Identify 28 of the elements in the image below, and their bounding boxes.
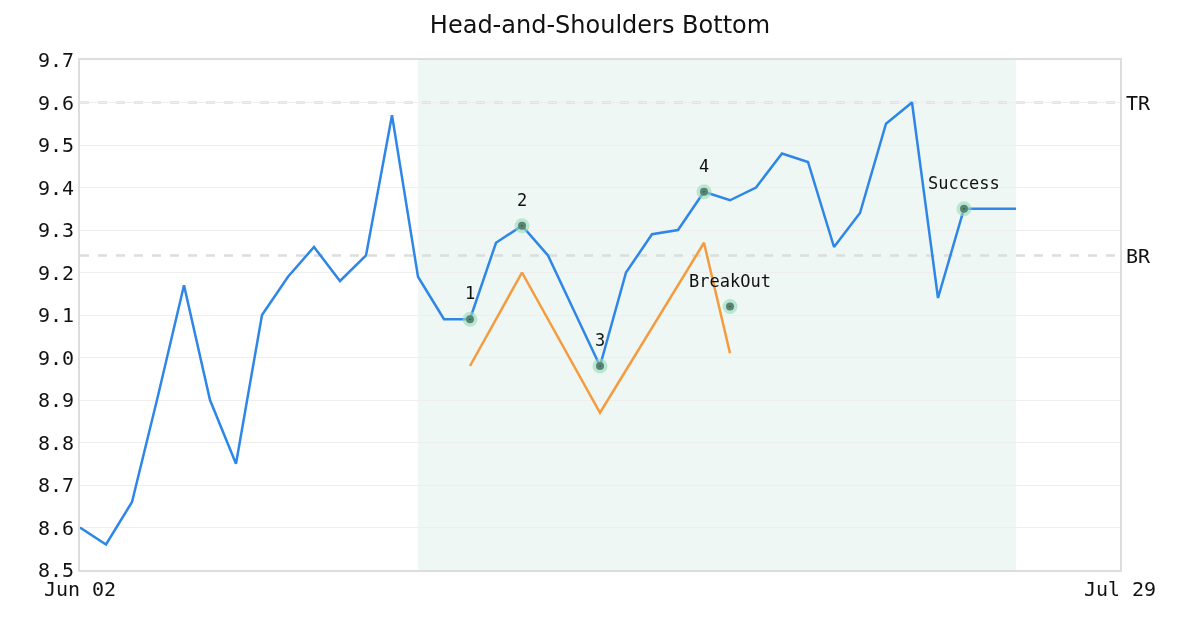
y-tick-label: 9.2 [37,260,74,285]
annotation: 2 [517,190,528,210]
y-tick-label: 8.8 [37,430,74,455]
ref-line-label: BR [1126,244,1152,268]
y-tick-label: 9.3 [37,218,74,242]
point [956,201,972,217]
y-tick-label: 8.7 [37,473,74,497]
point [592,358,608,374]
y-tick-label: 9.6 [37,90,74,115]
y-tick-label: 8.6 [37,515,74,540]
y-tick-label: 8.9 [37,388,74,412]
annotation: 1 [465,283,476,303]
annotation: 4 [699,156,710,176]
chart-title: Head-and-Shoulders Bottom [429,10,771,39]
ref-line-label: TR [1126,91,1152,115]
y-tick-label: 9.0 [37,345,74,370]
point [514,218,530,234]
annotation: 3 [595,330,606,350]
y-tick-label: 9.5 [37,133,74,157]
y-tick-label: 9.7 [37,48,74,72]
point [722,299,738,314]
point [462,311,478,327]
point [696,184,712,200]
x-tick-label: Jul 29 [1083,577,1157,601]
y-tick-label: 9.4 [37,175,74,200]
annotation: Success [928,173,1000,193]
y-tick-label: 9.1 [37,303,74,327]
line-series [80,101,1018,546]
